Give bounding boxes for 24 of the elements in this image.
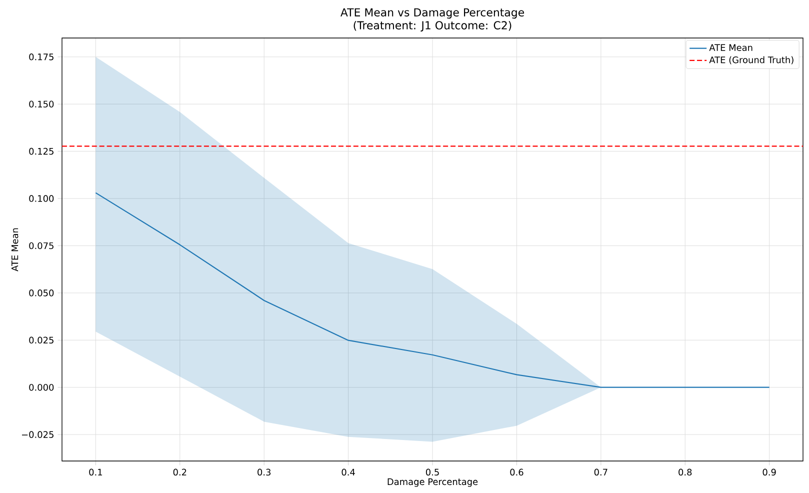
x-tick-label: 0.1	[89, 468, 102, 476]
legend-label: ATE (Ground Truth)	[709, 56, 794, 64]
x-tick-label: 0.7	[594, 468, 608, 476]
chart-subtitle: (Treatment: J1 Outcome: C2)	[354, 20, 512, 32]
y-tick-label: 0.000	[29, 384, 54, 391]
y-axis-title: ATE Mean	[12, 228, 18, 272]
y-tick-label: 0.150	[29, 100, 54, 108]
x-tick-label: 0.2	[173, 468, 186, 476]
x-tick-label: 0.6	[510, 468, 524, 476]
x-tick-label: 0.9	[762, 468, 776, 476]
y-tick-label: 0.125	[29, 148, 54, 155]
x-tick-label: 0.8	[678, 468, 692, 476]
x-tick-label: 0.3	[258, 468, 270, 476]
y-tick-label: 0.025	[29, 336, 54, 344]
x-tick-label: 0.4	[342, 468, 355, 476]
y-tick-label: 0.050	[29, 290, 54, 296]
x-tick-label: 0.5	[426, 468, 439, 476]
y-tick-label: 0.100	[29, 195, 54, 202]
y-tick-label: 0.075	[29, 242, 54, 250]
legend-label: ATE Mean	[709, 44, 752, 51]
x-axis-title: Damage Percentage	[388, 478, 478, 487]
chart-title: ATE Mean vs Damage Percentage	[340, 8, 524, 19]
y-tick-label: −0.025	[22, 431, 54, 438]
y-tick-label: 0.175	[29, 53, 54, 60]
